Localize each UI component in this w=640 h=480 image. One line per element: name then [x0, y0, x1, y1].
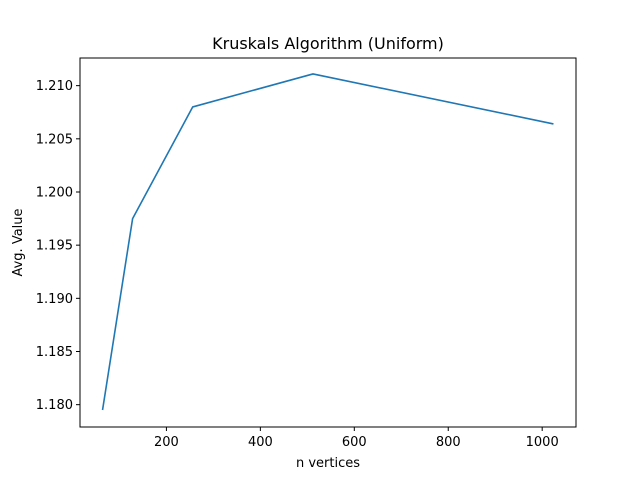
y-tick-label: 1.210: [36, 79, 73, 94]
x-axis-label: n vertices: [296, 456, 360, 471]
y-tick-label: 1.180: [36, 398, 73, 413]
x-axis-ticks: 200 400 600 800 1000: [154, 427, 559, 450]
series-line: [101, 73, 554, 411]
x-tick-label: 1000: [526, 435, 559, 450]
series-group: [101, 73, 554, 411]
y-tick-label: 1.195: [36, 239, 73, 254]
y-axis-ticks: 1.180 1.185 1.190 1.195 1.200 1.205 1.210: [36, 79, 80, 413]
y-tick-label: 1.190: [36, 292, 73, 307]
x-tick-label: 400: [248, 435, 273, 450]
plot-frame: [79, 57, 577, 428]
y-tick-label: 1.200: [36, 185, 73, 200]
chart-title: Kruskals Algorithm (Uniform): [212, 34, 444, 53]
x-tick-label: 800: [436, 435, 461, 450]
y-axis-label: Avg. Value: [11, 208, 26, 276]
x-tick-label: 600: [342, 435, 367, 450]
x-tick-label: 200: [154, 435, 179, 450]
y-tick-label: 1.185: [36, 345, 73, 360]
y-tick-label: 1.205: [36, 132, 73, 147]
